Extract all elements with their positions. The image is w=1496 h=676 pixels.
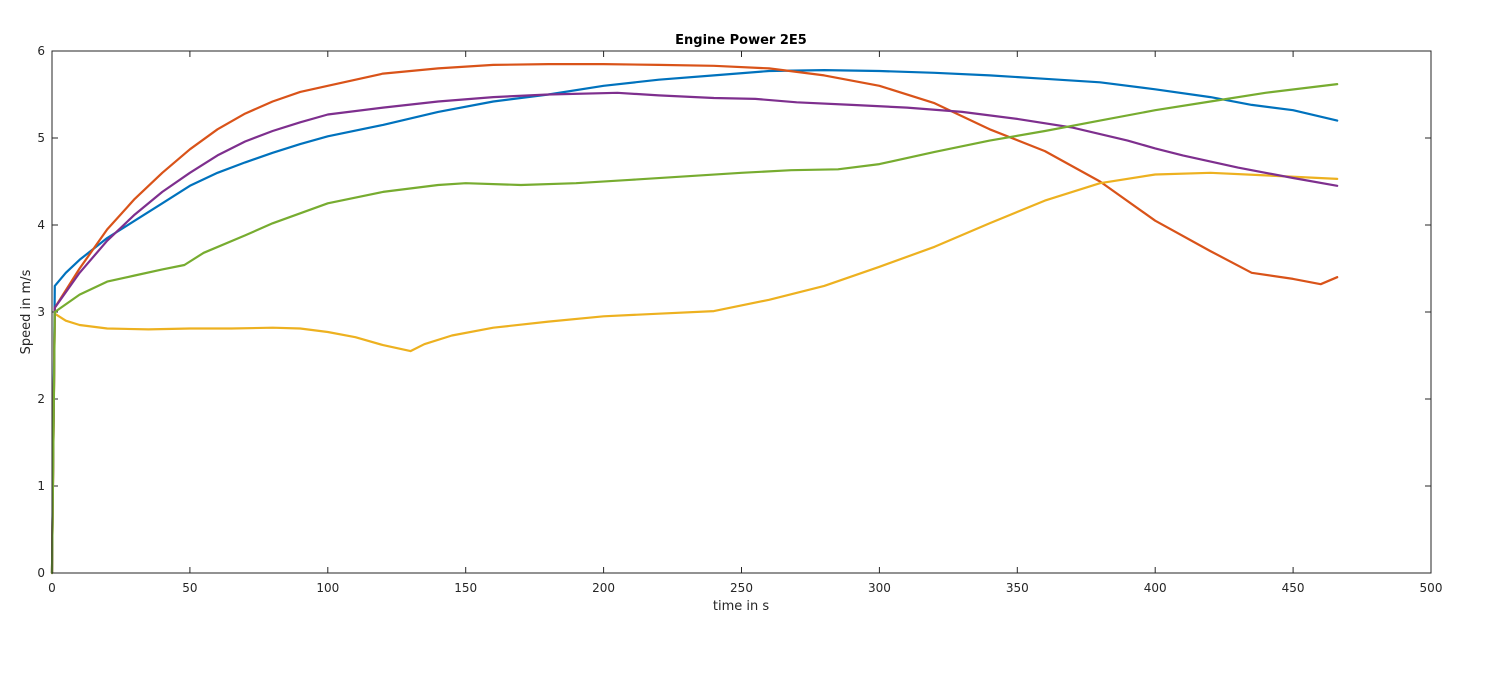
y-tick-label-0: 0	[37, 566, 45, 580]
series-line-3	[50, 171, 1339, 575]
x-axis-label: time in s	[713, 599, 769, 614]
x-tick-label-4: 200	[592, 581, 615, 595]
axis-ticks: 0 50 100 150 200 250 300 350 400 450 500 0 1 2 3 4 5 6	[37, 44, 1442, 595]
x-tick-label-7: 350	[1006, 581, 1029, 595]
y-axis-label: Speed in m/s	[19, 269, 34, 354]
series-line-5	[50, 83, 1339, 575]
x-tick-label-0: 0	[48, 581, 56, 595]
y-tick-label-2: 2	[37, 392, 45, 406]
y-tick-label-6: 6	[37, 44, 45, 58]
x-tick-label-8: 400	[1144, 581, 1167, 595]
x-tick-label-2: 100	[316, 581, 339, 595]
plot-frame	[51, 50, 1432, 574]
x-tick-label-3: 150	[454, 581, 477, 595]
y-tick-label-4: 4	[37, 218, 45, 232]
series-line-2	[50, 62, 1339, 575]
chart-title: Engine Power 2E5	[675, 33, 807, 48]
series-layer	[50, 62, 1339, 575]
y-tick-label-1: 1	[37, 479, 45, 493]
x-tick-label-5: 250	[730, 581, 753, 595]
x-tick-label-9: 450	[1282, 581, 1305, 595]
series-line-4	[50, 91, 1339, 575]
series-line-1	[50, 69, 1339, 575]
y-tick-label-3: 3	[37, 305, 45, 319]
x-tick-label-6: 300	[868, 581, 891, 595]
x-tick-label-10: 500	[1420, 581, 1443, 595]
x-tick-label-1: 50	[182, 581, 197, 595]
y-tick-label-5: 5	[37, 131, 45, 145]
